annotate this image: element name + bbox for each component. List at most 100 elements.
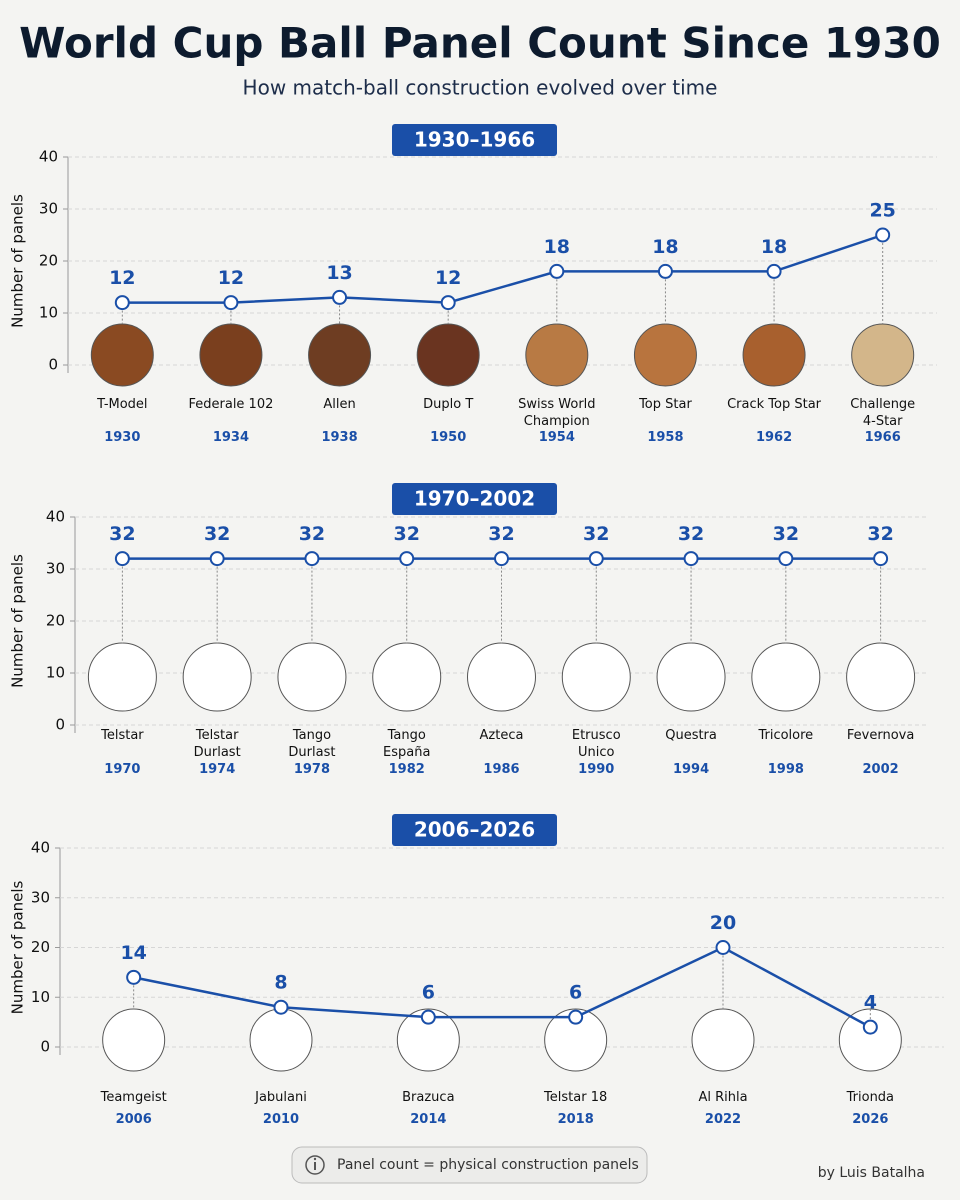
ball-image: [846, 642, 916, 712]
info-icon: [313, 1157, 317, 1161]
data-point: [715, 940, 731, 955]
data-label: 32: [678, 523, 704, 545]
ball-year: 1966: [864, 430, 901, 445]
data-label: 25: [869, 200, 895, 222]
data-label: 13: [326, 262, 352, 284]
data-label: 32: [109, 523, 135, 545]
ball-image: [416, 323, 480, 387]
ball-name: Swiss World Champion: [518, 397, 596, 429]
data-label: 6: [569, 982, 582, 1004]
ball-name: Telstar 18: [544, 1090, 608, 1105]
data-point: [549, 263, 565, 279]
ball-image: [633, 323, 697, 387]
panel-title-box: [392, 124, 557, 156]
ball-name: Tango España: [383, 728, 431, 760]
ball-name: T-Model: [97, 397, 148, 412]
data-label: 20: [710, 912, 736, 934]
page-subtitle: How match-ball construction evolved over…: [243, 76, 718, 100]
ball-image: [87, 642, 157, 712]
ball-year: 1938: [321, 430, 358, 445]
ball-year: 1986: [483, 762, 520, 777]
ball-name: Crack Top Star: [727, 397, 822, 412]
ball-year: 1982: [388, 762, 425, 777]
data-point: [588, 551, 604, 567]
y-tick-label: 40: [39, 148, 58, 166]
data-label: 12: [218, 267, 244, 289]
ball-year: 1990: [578, 762, 615, 777]
ball-year: 2010: [262, 1112, 300, 1127]
ball-name: Brazuca: [402, 1090, 455, 1105]
ball-name: Teamgeist: [100, 1090, 167, 1105]
data-point: [114, 551, 130, 567]
data-label: 12: [435, 267, 461, 289]
y-tick-label: 30: [39, 200, 58, 218]
y-axis-label: Number of panels: [9, 554, 27, 688]
data-label: 32: [583, 523, 609, 545]
ball-name: Questra: [665, 728, 717, 743]
ball-name: Jabulani: [255, 1090, 307, 1105]
y-tick-label: 20: [39, 252, 58, 270]
ball-image: [691, 1008, 755, 1072]
y-tick-label: 20: [46, 612, 65, 630]
data-label: 18: [544, 236, 570, 258]
data-point: [440, 295, 456, 311]
ball-name: Duplo T: [423, 397, 474, 412]
series-line: [133, 946, 871, 1029]
ball-image: [199, 323, 263, 387]
panel-title: 2006–2026: [414, 818, 535, 842]
data-point: [657, 263, 673, 279]
ball-image: [308, 323, 372, 387]
y-tick-label: 10: [31, 988, 50, 1006]
data-point: [223, 295, 239, 311]
ball-year: 1970: [104, 762, 141, 777]
data-point: [273, 999, 289, 1015]
ball-image: [90, 323, 154, 387]
ball-image: [249, 1008, 313, 1072]
data-label: 32: [393, 523, 419, 545]
ball-year: 2002: [862, 762, 899, 777]
ball-image: [102, 1008, 166, 1072]
ball-name: Telstar Durlast: [193, 728, 241, 760]
data-label: 32: [299, 523, 325, 545]
ball-year: 1934: [212, 430, 250, 445]
series-line: [122, 233, 884, 304]
ball-name: Federale 102: [188, 397, 274, 412]
y-tick-label: 10: [39, 304, 58, 322]
ball-year: 1962: [755, 430, 793, 445]
data-point: [332, 289, 348, 305]
ball-name: Tricolore: [758, 728, 814, 743]
panel-title-box: [392, 814, 557, 846]
ball-name: Al Rihla: [698, 1090, 748, 1105]
ball-name: Challenge 4-Star: [850, 397, 916, 429]
y-tick-label: 0: [48, 356, 58, 374]
ball-image: [467, 642, 536, 712]
ball-name: Top Star: [639, 397, 692, 412]
data-point: [114, 295, 130, 311]
ball-image: [525, 323, 589, 387]
ball-year: 1978: [293, 762, 331, 777]
y-tick-label: 10: [46, 664, 65, 682]
ball-image: [656, 642, 726, 712]
data-label: 4: [864, 992, 877, 1014]
data-point: [304, 551, 320, 567]
credit: by Luis Batalha: [818, 1165, 925, 1181]
ball-year: 2026: [852, 1112, 889, 1127]
ball-year: 2018: [557, 1112, 594, 1127]
note: Panel count = physical construction pane…: [337, 1157, 639, 1173]
ball-name: Azteca: [479, 728, 524, 743]
data-point: [778, 551, 794, 567]
ball-image: [182, 642, 252, 712]
ball-name: Telstar: [101, 728, 144, 743]
data-point: [873, 551, 889, 567]
ball-name: Tango Durlast: [288, 728, 336, 760]
ball-name: Fevernova: [846, 728, 915, 743]
ball-image: [561, 642, 631, 712]
ball-image: [751, 642, 821, 712]
data-label: 32: [204, 523, 230, 545]
data-point: [875, 227, 891, 243]
ball-year: 2014: [410, 1112, 447, 1127]
y-tick-label: 0: [55, 716, 65, 734]
y-tick-label: 40: [31, 839, 50, 857]
